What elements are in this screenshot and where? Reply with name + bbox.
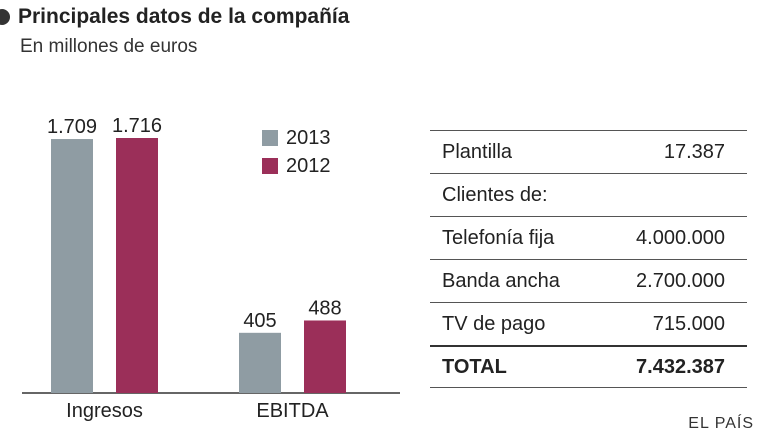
table-row: Banda ancha 2.700.000: [430, 259, 747, 302]
table-cell-label: Telefonía fija: [442, 226, 555, 249]
table-cell-value: 17.387: [663, 140, 725, 163]
table-cell-value: 2.700.000: [636, 269, 725, 292]
table-row: Plantilla 17.387: [430, 130, 747, 173]
table-cell-label: Plantilla: [442, 140, 513, 163]
legend: 2013 2012: [262, 124, 331, 180]
table-cell-label: Banda ancha: [442, 269, 560, 292]
table-row: Telefonía fija 4.000.000: [430, 216, 747, 259]
table-row: Clientes de:: [430, 173, 747, 216]
bar-ebitda-2012: [304, 320, 346, 393]
data-label-ebitda-2013: 405: [243, 310, 276, 332]
table-cell-label: Clientes de:: [442, 183, 548, 206]
bar-ingresos-2013: [51, 139, 93, 393]
table-cell-value: 4.000.000: [636, 226, 725, 249]
category-label-ebitda: EBITDA: [256, 400, 329, 422]
company-data-table: Plantilla 17.387 Clientes de: Telefonía …: [430, 130, 747, 388]
chart-subtitle: En millones de euros: [20, 36, 198, 57]
legend-label-2013: 2013: [286, 126, 331, 149]
legend-item-2012: 2012: [262, 152, 331, 180]
chart-title: Principales datos de la compañía: [18, 5, 350, 28]
bar-ingresos-2012: [116, 138, 158, 393]
bar-ebitda-2013: [239, 332, 281, 393]
data-label-ingresos-2013: 1.709: [47, 116, 97, 138]
legend-swatch-2013: [262, 130, 278, 146]
data-label-ingresos-2012: 1.716: [112, 115, 162, 137]
table-cell-label: TV de pago: [442, 312, 546, 335]
table-total-value: 7.432.387: [636, 355, 725, 378]
table-cell-value: 715.000: [652, 312, 725, 335]
legend-swatch-2012: [262, 158, 278, 174]
bullet-icon: [0, 9, 10, 25]
data-label-ebitda-2012: 488: [308, 297, 341, 319]
category-label-ingresos: Ingresos: [66, 400, 143, 422]
source-credit: EL PAÍS: [688, 415, 754, 432]
table-row-total: TOTAL 7.432.387: [430, 345, 747, 388]
bar-chart: 1.709 1.716 Ingresos 405 488 EBITDA: [22, 115, 400, 422]
table-row: TV de pago 715.000: [430, 302, 747, 345]
legend-item-2013: 2013: [262, 124, 331, 152]
title-block: Principales datos de la compañía: [0, 2, 349, 32]
table-total-label: TOTAL: [442, 355, 507, 378]
legend-label-2012: 2012: [286, 154, 331, 177]
